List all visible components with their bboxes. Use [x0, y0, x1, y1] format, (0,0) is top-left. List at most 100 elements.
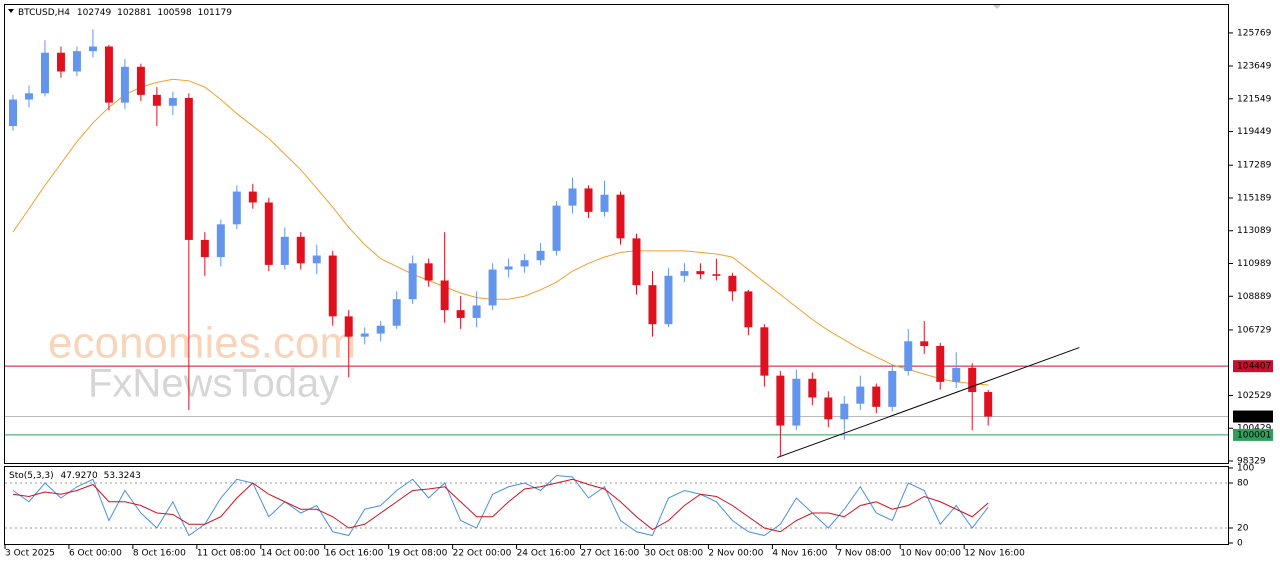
candle-body [312, 255, 321, 264]
candle-body [840, 403, 849, 420]
candle-body [968, 367, 977, 393]
candle-body [648, 285, 657, 325]
level-label: 101179 [1237, 412, 1272, 422]
y-tick-label: 106729 [1237, 325, 1272, 335]
x-tick-label: 3 Oct 2025 [5, 549, 55, 559]
oscillator-readout: 53.3243 [104, 471, 141, 481]
candle-body [584, 188, 593, 212]
osc-line [12, 478, 989, 533]
osc-line [12, 474, 989, 537]
oscillator-panel [4, 466, 1229, 545]
oscillator-name: Sto(5,3,3) [9, 471, 54, 481]
candle-body [120, 66, 129, 103]
close-readout: 101179 [198, 8, 233, 18]
candle-body [232, 191, 241, 225]
level-tag [1233, 428, 1273, 441]
candle-body [280, 236, 289, 265]
level-label: 100001 [1237, 430, 1271, 440]
candle-body [328, 255, 337, 317]
osc-y-tick-label: 20 [1237, 524, 1249, 534]
x-tick-label: 2 Nov 00:00 [708, 549, 763, 559]
candle-body [360, 333, 369, 337]
level-tag [1233, 360, 1273, 373]
candle-body [40, 52, 49, 94]
x-tick-label: 12 Nov 16:00 [964, 549, 1025, 559]
x-tick-label: 30 Oct 08:00 [644, 549, 703, 559]
candle-body [728, 275, 737, 292]
moving-average [12, 78, 989, 386]
y-tick-label: 125769 [1237, 28, 1272, 38]
x-tick-label: 11 Oct 08:00 [197, 549, 256, 559]
menu-arrow [8, 9, 14, 13]
header: BTCUSD,H4 102749 102881 100598 101179 [18, 8, 232, 18]
candle-body [72, 51, 81, 72]
candle-body [872, 386, 881, 407]
candle-body [600, 194, 609, 212]
watermark: FxNewsToday [88, 362, 339, 406]
y-tick-label: 117289 [1237, 161, 1272, 171]
candle-body [776, 375, 785, 426]
candle-body [824, 397, 833, 420]
x-tick-label: 14 Oct 00:00 [261, 549, 320, 559]
candle-body [168, 97, 177, 106]
x-tick-label: 22 Oct 00:00 [453, 549, 512, 559]
level-label: 104407 [1237, 362, 1271, 372]
x-tick-label: 24 Oct 16:00 [517, 549, 576, 559]
candle-body [936, 346, 945, 382]
candle-body [152, 94, 161, 106]
candle-body [472, 305, 481, 318]
candle-body [184, 97, 193, 240]
candle-body [760, 327, 769, 376]
candle-body [296, 236, 305, 264]
candle-body [920, 341, 929, 347]
y-tick-label: 98329 [1237, 456, 1266, 466]
main-panel [4, 4, 1229, 464]
candle-body [856, 386, 865, 404]
y-tick-label: 100429 [1237, 424, 1272, 434]
open-readout: 102749 [77, 8, 112, 18]
candle-body [616, 194, 625, 239]
x-tick-label: 4 Nov 16:00 [772, 549, 827, 559]
y-tick-label: 108889 [1237, 292, 1272, 302]
x-tick-label: 16 Oct 16:00 [325, 549, 384, 559]
candle-body [808, 378, 817, 398]
candle-body [88, 46, 97, 52]
x-tick-label: 27 Oct 16:00 [581, 549, 640, 559]
candle-body [8, 99, 17, 127]
candle-body [408, 263, 417, 300]
shift-marker [993, 5, 1001, 9]
oscillator-readout: 47.9270 [61, 471, 98, 481]
candle-body [200, 239, 209, 258]
y-tick-label: 115189 [1237, 193, 1272, 203]
candle-body [792, 378, 801, 426]
candle-body [552, 205, 561, 251]
x-tick-label: 7 Nov 08:00 [836, 549, 891, 559]
candle-body [568, 188, 577, 206]
candle-body [536, 250, 545, 261]
candle-body [904, 341, 913, 371]
osc-y-tick-label: 80 [1237, 479, 1249, 489]
candle-body [984, 392, 993, 417]
high-readout: 102881 [117, 8, 151, 18]
x-tick-label: 6 Oct 00:00 [69, 549, 122, 559]
candle-body [632, 238, 641, 286]
y-tick-label: 102529 [1237, 391, 1272, 401]
candle-body [424, 263, 433, 281]
trendline [776, 347, 1080, 459]
x-tick-label: 19 Oct 08:00 [389, 549, 448, 559]
y-tick-label: 123649 [1237, 62, 1272, 72]
candle-body [392, 299, 401, 326]
y-tick-label: 113089 [1237, 226, 1272, 236]
candle-body [520, 260, 529, 267]
symbol: BTCUSD,H4 [18, 8, 70, 18]
candle-body [488, 269, 497, 306]
candle-body [248, 191, 257, 203]
low-readout: 100598 [157, 8, 192, 18]
candle-body [504, 266, 513, 270]
candle-body [712, 274, 721, 276]
candle-body [664, 275, 673, 325]
candle-body [696, 271, 705, 275]
oscillator-header: Sto(5,3,3) 47.9270 53.3243 [9, 471, 141, 481]
x-tick-label: 10 Nov 00:00 [900, 549, 961, 559]
